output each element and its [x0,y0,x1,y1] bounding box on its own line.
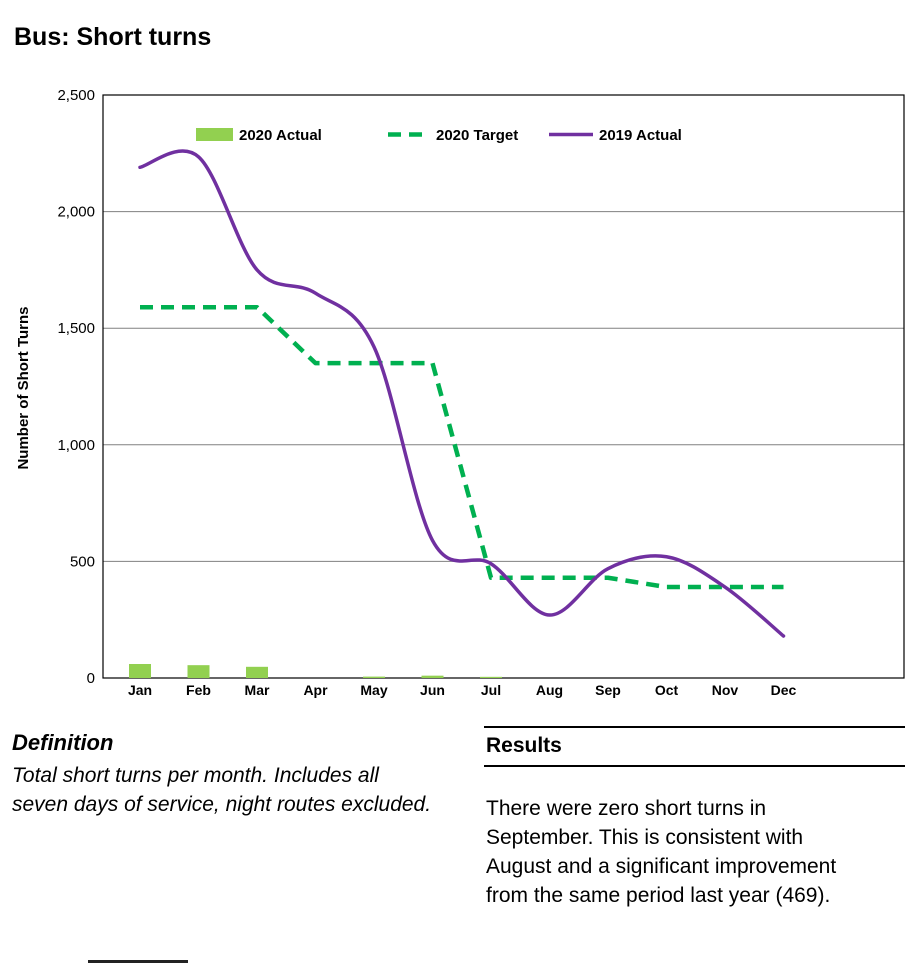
legend-label-2019-actual: 2019 Actual [599,127,682,144]
y-tick-label: 2,500 [57,87,95,104]
plot-border [102,94,905,679]
x-tick-label: Apr [303,682,328,698]
x-tick-label: Mar [245,682,270,698]
legend-swatch-2020-actual [196,128,233,141]
y-tick-label: 0 [87,670,95,687]
y-tick-label: 500 [70,553,95,570]
x-tick-label: Oct [655,682,679,698]
bar-2020-actual [363,676,385,678]
target-2020-line [140,304,784,590]
y-tick-label: 1,000 [57,437,95,454]
y-axis-title: Number of Short Turns [15,306,32,469]
actual-2019-line [138,149,786,638]
definition-body: Total short turns per month. Includes al… [12,764,432,817]
bar-2020-actual [421,675,444,678]
definition-heading: Definition [12,730,114,755]
bar-2020-actual [129,664,151,678]
bar-2020-actual [187,665,210,678]
x-tick-label: Jul [481,682,501,698]
bar-2020-actual [246,666,268,678]
definition-section: Definition Total short turns per month. … [12,730,452,820]
x-tick-label: Nov [712,682,739,698]
partial-divider [88,960,188,963]
legend-label-2020-actual: 2020 Actual [239,127,322,144]
x-tick-label: Sep [595,682,621,698]
page-title: Bus: Short turns [14,22,212,51]
x-tick-label: Dec [771,682,797,698]
legend-label-2020-target: 2020 Target [436,127,518,144]
y-tick-label: 1,500 [57,320,95,337]
x-tick-label: Feb [186,682,211,698]
x-tick-label: Aug [536,682,563,698]
results-body: There were zero short turns in September… [486,797,837,907]
y-tick-label: 2,000 [57,204,95,221]
x-tick-label: May [360,682,387,698]
bar-2020-actual [480,676,502,678]
x-tick-label: Jan [128,682,152,698]
results-section: Results There were zero short turns in S… [484,726,905,911]
short-turns-chart: 0 500 1,000 1,500 2,000 2,500 Jan Feb Mar Apr May J… [15,87,905,698]
results-heading: Results [484,726,905,767]
x-tick-label: Jun [420,682,445,698]
